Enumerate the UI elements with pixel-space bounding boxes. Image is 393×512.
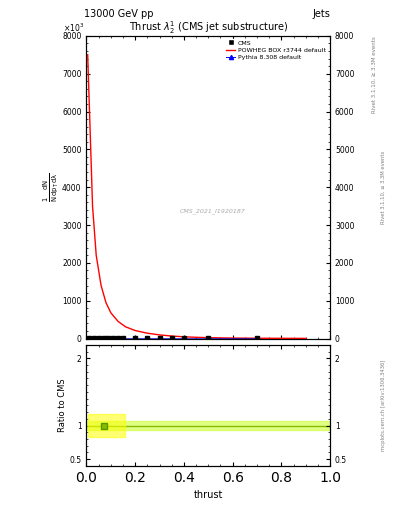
- Text: CMS_2021_I1920187: CMS_2021_I1920187: [180, 208, 246, 214]
- Text: mcplots.cern.ch [arXiv:1306.3436]: mcplots.cern.ch [arXiv:1306.3436]: [381, 359, 386, 451]
- Y-axis label: $\frac{1}{\rm N}\frac{d\rm N}{dp_T\,d\lambda}$: $\frac{1}{\rm N}\frac{d\rm N}{dp_T\,d\la…: [41, 173, 61, 202]
- Text: Rivet 3.1.10, ≥ 3.3M events: Rivet 3.1.10, ≥ 3.3M events: [381, 151, 386, 224]
- Legend: CMS, POWHEG BOX r3744 default, Pythia 8.308 default: CMS, POWHEG BOX r3744 default, Pythia 8.…: [225, 39, 327, 61]
- Text: $\times10^3$: $\times10^3$: [63, 22, 84, 34]
- X-axis label: thrust: thrust: [194, 490, 223, 500]
- Text: Jets: Jets: [312, 9, 330, 19]
- Text: Rivet 3.1.10, ≥ 3.3M events: Rivet 3.1.10, ≥ 3.3M events: [371, 36, 376, 113]
- Y-axis label: Ratio to CMS: Ratio to CMS: [58, 378, 67, 432]
- Text: 13000 GeV pp: 13000 GeV pp: [84, 9, 154, 19]
- Bar: [86, 421, 330, 430]
- Title: Thrust $\lambda_2^1$ (CMS jet substructure): Thrust $\lambda_2^1$ (CMS jet substructu…: [129, 19, 288, 36]
